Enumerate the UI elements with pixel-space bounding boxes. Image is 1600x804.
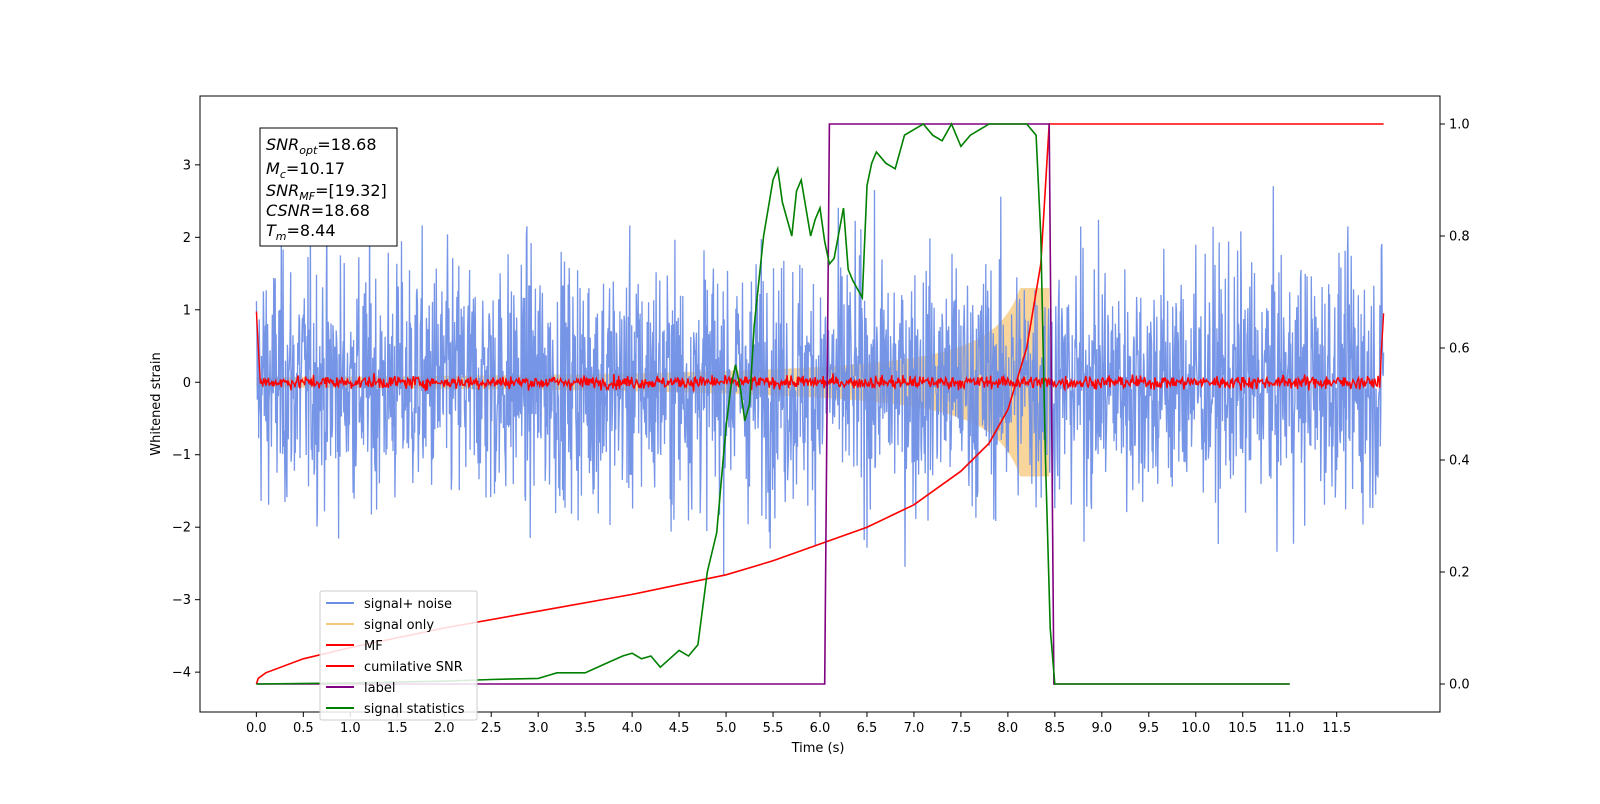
- annotation-csnr: CSNR=18.68: [266, 201, 370, 220]
- x-axis: 0.0 0.5 1.0 1.5 2.0 2.5 3.0 3.5 4.0 4.5 5.0 5.5 6.0 6…: [246, 712, 1351, 736]
- annotation-mc: Mc=10.17: [266, 159, 345, 181]
- x-tick-label: 5.0: [716, 721, 737, 736]
- x-tick-label: 0.0: [246, 721, 267, 736]
- y-axis-left: 3 2 1 0 −1 −2 −3 −4: [172, 158, 200, 681]
- annotation-snr-opt: SNRopt=18.68: [266, 135, 377, 157]
- x-tick-label: 6.5: [857, 721, 878, 736]
- y2-tick-label: 0.8: [1449, 230, 1470, 245]
- x-tick-label: 10.0: [1181, 721, 1210, 736]
- annotation-tm: Tm=8.44: [266, 221, 336, 243]
- x-tick-label: 2.0: [434, 721, 455, 736]
- x-tick-label: 0.5: [293, 721, 314, 736]
- x-tick-label: 3.0: [528, 721, 549, 736]
- x-tick-label: 4.5: [669, 721, 690, 736]
- y2-tick-label: 0.4: [1449, 454, 1470, 469]
- y-tick-label: −1: [172, 448, 191, 463]
- legend-label-signal-statistics: signal statistics: [364, 702, 465, 717]
- annotation-snr-mf: SNRMF=[19.32]: [266, 181, 387, 203]
- x-tick-label: 9.5: [1138, 721, 1159, 736]
- y-tick-label: 0: [183, 376, 191, 391]
- y2-tick-label: 0.0: [1449, 678, 1470, 693]
- y2-tick-label: 1.0: [1449, 118, 1470, 133]
- x-tick-label: 3.5: [575, 721, 596, 736]
- x-tick-label: 11.5: [1322, 721, 1351, 736]
- x-axis-label: Time (s): [791, 741, 845, 756]
- x-tick-label: 5.5: [763, 721, 784, 736]
- x-tick-label: 11.0: [1275, 721, 1304, 736]
- y2-tick-label: 0.6: [1449, 342, 1470, 357]
- series-signal-statistics: [256, 122, 1290, 685]
- x-tick-label: 8.0: [998, 721, 1019, 736]
- x-tick-label: 8.5: [1045, 721, 1066, 736]
- legend-label-label: label: [364, 681, 395, 696]
- x-tick-label: 6.0: [810, 721, 831, 736]
- x-tick-label: 7.5: [951, 721, 972, 736]
- x-tick-label: 4.0: [622, 721, 643, 736]
- legend-label-cumulative-snr: cumilative SNR: [364, 660, 463, 675]
- x-tick-label: 10.5: [1228, 721, 1257, 736]
- annotation-box: SNRopt=18.68 Mc=10.17 SNRMF=[19.32] CSNR…: [259, 127, 398, 247]
- y-tick-label: 3: [183, 158, 191, 173]
- y-tick-label: −2: [172, 521, 191, 536]
- x-tick-label: 9.0: [1091, 721, 1112, 736]
- legend-label-mf: MF: [364, 639, 383, 654]
- series-mf: [255, 311, 1385, 392]
- y-axis-right: 1.0 0.8 0.6 0.4 0.2 0.0: [1440, 118, 1470, 693]
- x-tick-label: 2.5: [481, 721, 502, 736]
- x-tick-label: 7.0: [904, 721, 925, 736]
- y2-tick-label: 0.2: [1449, 566, 1470, 581]
- legend-label-signal-only: signal only: [364, 618, 434, 633]
- x-tick-label: 1.5: [387, 721, 408, 736]
- legend: signal+ noise signal only MF cumilative …: [319, 590, 478, 721]
- y-tick-label: 2: [183, 231, 191, 246]
- series-signal-noise: [255, 186, 1385, 576]
- x-tick-label: 1.0: [340, 721, 361, 736]
- y-tick-label: −3: [172, 593, 191, 608]
- y-tick-label: −4: [172, 666, 191, 681]
- y-axis-label: Whitened strain: [149, 352, 164, 455]
- y-tick-label: 1: [183, 303, 191, 318]
- legend-label-signal-noise: signal+ noise: [364, 597, 452, 612]
